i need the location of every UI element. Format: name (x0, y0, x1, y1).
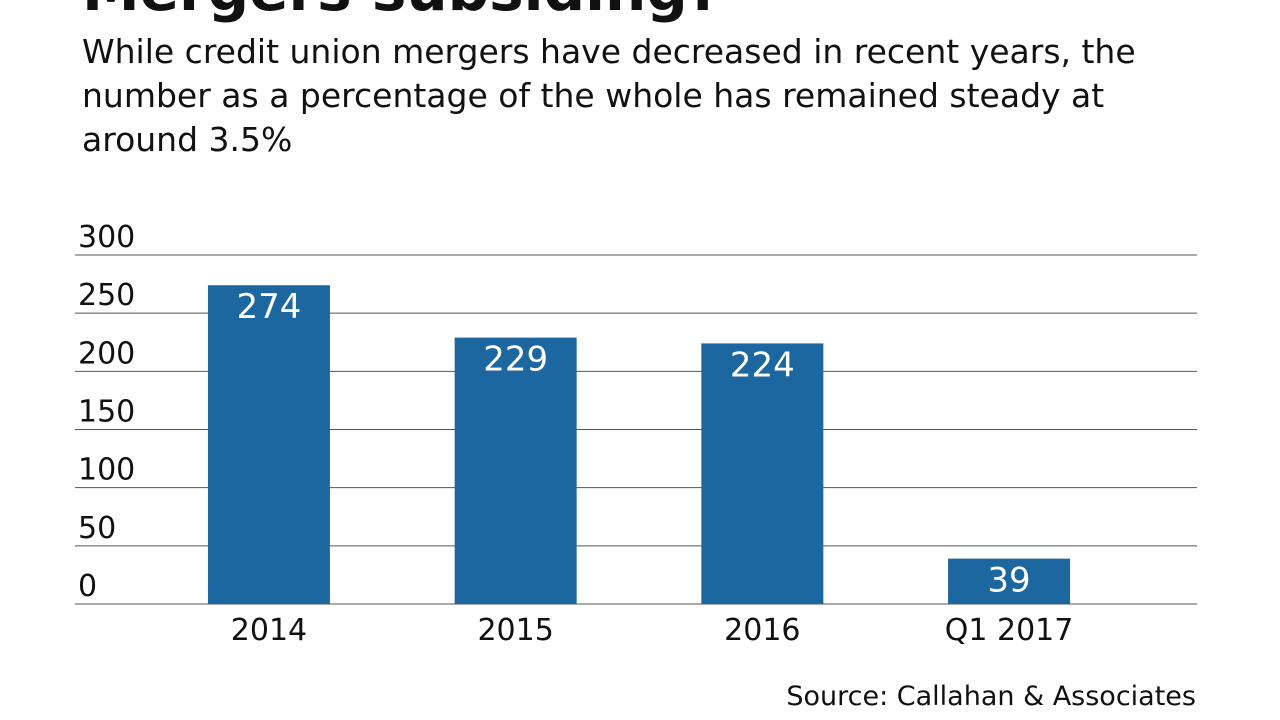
y-tick-label: 150 (78, 395, 135, 430)
y-tick-label: 100 (78, 453, 135, 488)
y-tick-label: 200 (78, 336, 135, 371)
bar (207, 285, 330, 604)
y-tick-label: 0 (78, 569, 97, 604)
value-label: 274 (236, 287, 301, 327)
x-tick-label: 2014 (231, 613, 307, 648)
bar (454, 337, 577, 604)
x-tick-label: 2016 (724, 613, 800, 648)
bar (701, 343, 824, 604)
value-label: 224 (730, 345, 795, 385)
y-tick-label: 50 (78, 511, 116, 546)
x-tick-label: Q1 2017 (945, 613, 1074, 648)
y-tick-label: 250 (78, 278, 135, 313)
bar (948, 558, 1071, 604)
value-label: 229 (483, 340, 548, 380)
y-tick-label: 300 (78, 220, 135, 255)
value-label: 39 (987, 561, 1030, 601)
x-tick-label: 2015 (477, 613, 553, 648)
chart-subtitle: While credit union mergers have decrease… (82, 32, 1136, 159)
chart-title: Mergers subsiding? (82, 0, 721, 24)
source: Source: Callahan & Associates (786, 681, 1196, 712)
